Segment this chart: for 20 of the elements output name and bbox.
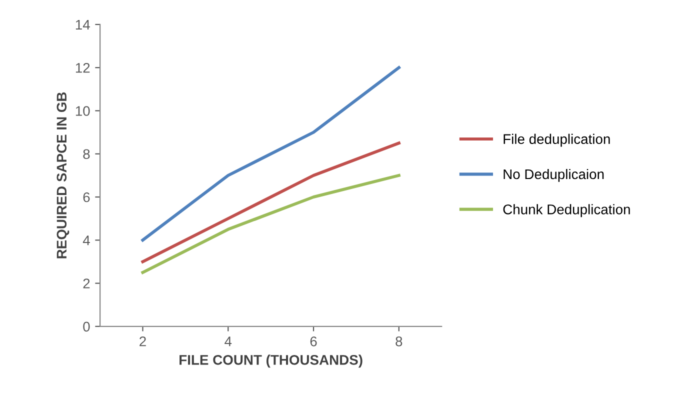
y-tick-label: 12 xyxy=(76,62,90,73)
y-tick-label: 14 xyxy=(76,20,90,30)
legend-label: No Deduplicaion xyxy=(504,168,604,182)
x-tick-label: 8 xyxy=(396,336,402,346)
x-tick-label: 6 xyxy=(310,336,317,346)
legend-label: File deduplication xyxy=(504,134,610,147)
line-series xyxy=(141,174,400,274)
legend-label: Chunk Deduplication xyxy=(503,204,630,218)
y-tick-label: 2 xyxy=(83,278,90,288)
x-tick-label: 4 xyxy=(224,336,232,346)
y-axis-title: REQUIRED SAPCE IN GB xyxy=(56,92,70,258)
y-tick-label: 8 xyxy=(83,149,90,160)
y-tick-label: 0 xyxy=(83,322,90,332)
y-tick-label: 10 xyxy=(76,106,90,116)
y-tick-label: 4 xyxy=(82,236,90,246)
x-axis-title: FILE COUNT (THOUSANDS) xyxy=(180,354,362,368)
line-series xyxy=(141,142,400,264)
line-series xyxy=(141,66,400,242)
y-tick-label: 6 xyxy=(83,192,90,202)
x-tick-label: 2 xyxy=(140,336,146,346)
